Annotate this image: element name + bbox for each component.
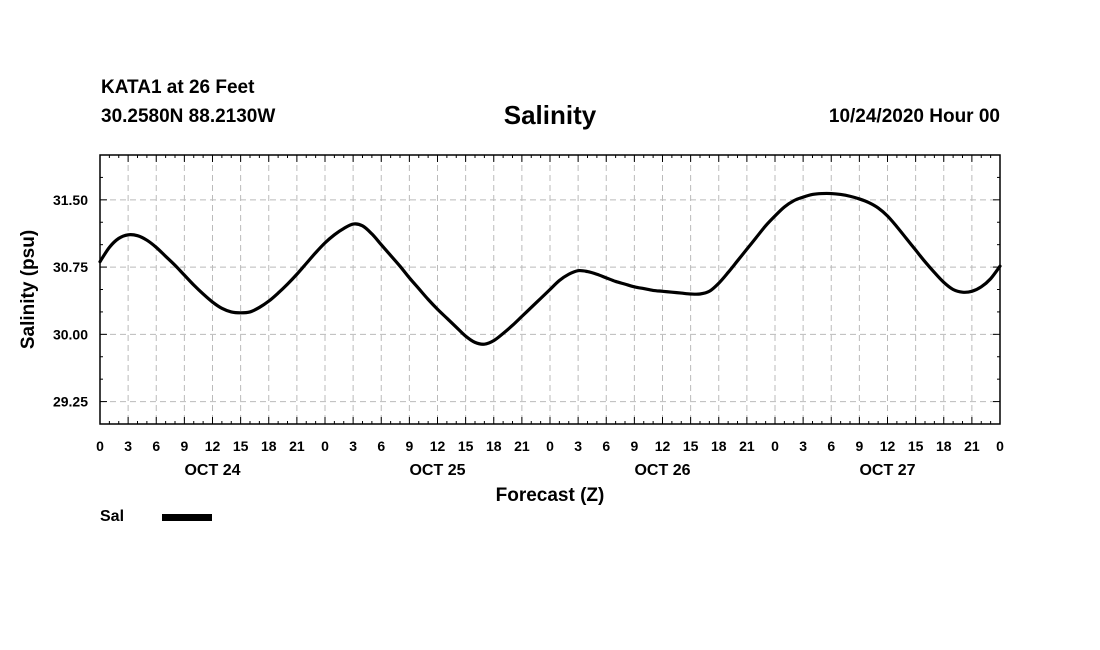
x-tick-label: 12: [655, 438, 671, 454]
x-tick-label: 3: [349, 438, 357, 454]
x-tick-label: 21: [514, 438, 530, 454]
x-tick-label: 6: [602, 438, 610, 454]
x-tick-label: 15: [908, 438, 924, 454]
x-tick-label: 0: [996, 438, 1004, 454]
series-line-sal: [98, 191, 1002, 346]
y-tick-label: 30.00: [53, 326, 88, 342]
x-tick-label: 18: [261, 438, 277, 454]
axis-ticks: [99, 154, 1001, 425]
x-tick-label: 21: [289, 438, 305, 454]
x-tick-label: 3: [574, 438, 582, 454]
x-tick-label: 21: [964, 438, 980, 454]
x-tick-label: 3: [124, 438, 132, 454]
y-axis-title: Salinity (psu): [18, 230, 39, 349]
station-label: KATA1 at 26 Feet: [101, 77, 255, 98]
y-tick-label: 31.50: [53, 192, 88, 208]
x-tick-label: 6: [377, 438, 385, 454]
day-label: OCT 24: [184, 462, 240, 479]
x-tick-label: 15: [458, 438, 474, 454]
x-tick-label: 15: [233, 438, 249, 454]
x-tick-label: 12: [880, 438, 896, 454]
x-tick-label: 12: [205, 438, 221, 454]
day-label: OCT 26: [634, 462, 690, 479]
x-tick-label: 9: [630, 438, 638, 454]
legend-swatch: [162, 513, 212, 521]
x-tick-label: 0: [771, 438, 779, 454]
day-label: OCT 25: [409, 462, 465, 479]
legend: Sal: [100, 508, 212, 526]
x-tick-label: 9: [180, 438, 188, 454]
y-tick-label: 30.75: [53, 259, 88, 275]
y-tick-label: 29.25: [53, 394, 88, 410]
legend-label: Sal: [100, 508, 125, 525]
x-tick-label: 6: [152, 438, 160, 454]
x-tick-label: 0: [96, 438, 104, 454]
axis-labels: 0 3 6 9 12 15 18 21 0 3 6 9 12 15 18 21 0 3 6 9 12 15 18 21 0 3 6 9…: [18, 192, 1004, 506]
forecast-timestamp: 10/24/2020 Hour 00: [828, 106, 1000, 127]
x-tick-label: 18: [486, 438, 502, 454]
x-tick-label: 0: [546, 438, 554, 454]
x-tick-label: 3: [799, 438, 807, 454]
x-tick-label: 0: [321, 438, 329, 454]
x-tick-label: 12: [430, 438, 446, 454]
x-tick-label: 18: [711, 438, 727, 454]
station-coordinates: 30.2580N 88.2130W: [101, 106, 276, 127]
x-tick-label: 6: [827, 438, 835, 454]
x-tick-label: 18: [936, 438, 952, 454]
x-tick-label: 15: [683, 438, 699, 454]
x-axis-title: Forecast (Z): [496, 485, 605, 506]
chart-title: Salinity: [503, 100, 597, 130]
series-layer: [98, 191, 1002, 346]
x-tick-label: 9: [855, 438, 863, 454]
x-tick-label: 9: [405, 438, 413, 454]
grid-lines: [100, 155, 1000, 424]
day-label: OCT 27: [859, 462, 915, 479]
x-tick-label: 21: [739, 438, 755, 454]
